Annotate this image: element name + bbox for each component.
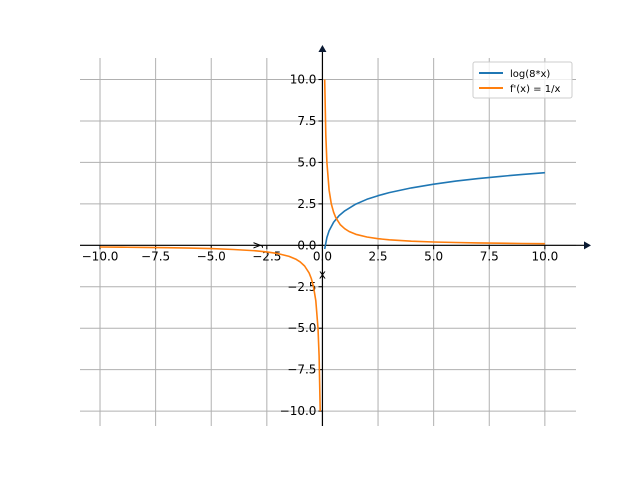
x-tick-label-2: −5.0 — [197, 249, 226, 263]
x-tick-label-6: 5.0 — [424, 249, 443, 263]
y-tick-label-2: −5.0 — [287, 321, 316, 335]
ticks: −10.0 −7.5 −5.0 −2.5 0.0 2.5 5.0 7.5 10.0 −10.0 −7… — [82, 73, 559, 419]
legend-label-log8x: log(8*x) — [510, 69, 550, 80]
y-axis-label: y — [249, 242, 263, 249]
y-tick-label-4: 0.0 — [297, 238, 316, 252]
x-tick-label-7: 7.5 — [480, 249, 499, 263]
series-line-0-0 — [323, 171, 545, 250]
y-tick-label-6: 5.0 — [297, 155, 316, 169]
series-line-1-1 — [323, 79, 545, 245]
y-tick-label-8: 10.0 — [290, 73, 317, 87]
grid — [80, 58, 576, 426]
series-layer — [99, 79, 545, 412]
x-axis-arrow — [584, 241, 591, 250]
legend-label-derivative: f'(x) = 1/x — [510, 84, 560, 95]
x-tick-label-4: 0.0 — [313, 249, 332, 263]
x-tick-label-1: −7.5 — [141, 249, 170, 263]
legend: log(8*x) f'(x) = 1/x — [472, 61, 573, 99]
y-tick-label-5: 2.5 — [297, 197, 316, 211]
y-tick-label-1: −7.5 — [287, 363, 316, 377]
y-tick-label-3: −2.5 — [287, 280, 316, 294]
y-axis-arrow — [318, 45, 327, 52]
axes — [80, 45, 591, 426]
series-line-1-0 — [99, 246, 321, 412]
x-tick-label-0: −10.0 — [82, 249, 119, 263]
x-axis-label: x — [319, 267, 326, 281]
y-tick-label-0: −10.0 — [280, 404, 317, 418]
x-tick-label-8: 10.0 — [532, 249, 559, 263]
x-tick-label-5: 2.5 — [368, 249, 387, 263]
y-tick-label-7: 7.5 — [297, 114, 316, 128]
